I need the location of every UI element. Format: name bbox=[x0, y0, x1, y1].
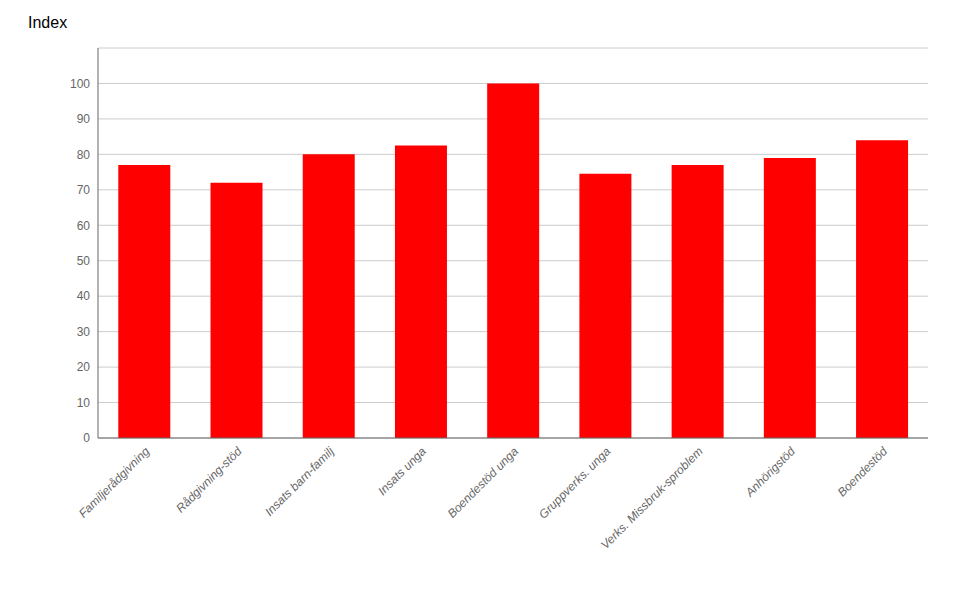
svg-text:30: 30 bbox=[77, 325, 91, 339]
svg-text:Familjerådgivning: Familjerådgivning bbox=[76, 444, 153, 521]
svg-text:Insats barn-familj: Insats barn-familj bbox=[262, 444, 337, 519]
svg-text:80: 80 bbox=[77, 148, 91, 162]
svg-text:Boendestöd unga: Boendestöd unga bbox=[445, 444, 522, 521]
svg-text:40: 40 bbox=[77, 289, 91, 303]
svg-text:10: 10 bbox=[77, 396, 91, 410]
svg-text:Verks. Missbruk-sproblem: Verks. Missbruk-sproblem bbox=[598, 444, 706, 552]
svg-text:Insats unga: Insats unga bbox=[375, 444, 429, 498]
svg-text:70: 70 bbox=[77, 183, 91, 197]
svg-text:Gruppverks. unga: Gruppverks. unga bbox=[536, 444, 614, 522]
svg-text:Rådgivning-stöd: Rådgivning-stöd bbox=[173, 444, 244, 515]
svg-text:60: 60 bbox=[77, 219, 91, 233]
svg-text:Anhörigstöd: Anhörigstöd bbox=[742, 444, 798, 500]
svg-text:0: 0 bbox=[83, 431, 90, 445]
svg-text:50: 50 bbox=[77, 254, 91, 268]
svg-text:20: 20 bbox=[77, 360, 91, 374]
svg-text:90: 90 bbox=[77, 112, 91, 126]
svg-text:Boendestöd: Boendestöd bbox=[835, 444, 890, 499]
html-text:Index: Index bbox=[28, 14, 68, 31]
svg-text:100: 100 bbox=[70, 77, 90, 91]
